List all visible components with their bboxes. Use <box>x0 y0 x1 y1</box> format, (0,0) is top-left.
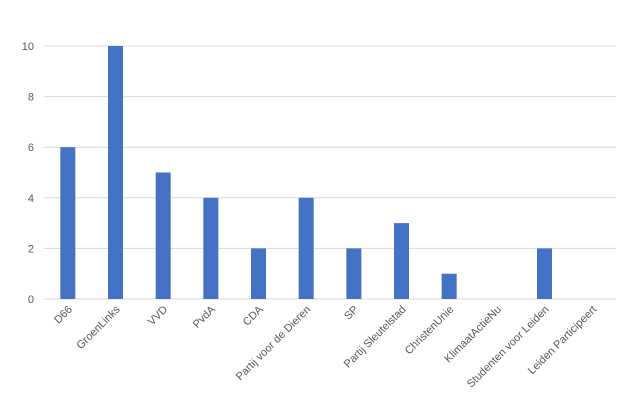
y-tick-label: 2 <box>28 243 34 255</box>
bar <box>251 248 266 299</box>
bars <box>60 46 552 299</box>
bar <box>155 172 171 299</box>
x-tick-label: GroenLinks <box>74 303 123 352</box>
y-tick-label: 6 <box>28 142 34 154</box>
x-tick-label: CDA <box>241 303 266 328</box>
y-tick-label: 4 <box>28 193 34 205</box>
gridlines <box>44 45 616 300</box>
x-tick-label: SP <box>342 304 361 323</box>
bar <box>346 248 362 299</box>
bar <box>441 273 457 299</box>
x-tick-label: VVD <box>146 304 171 329</box>
x-tick-label: ChristenUnie <box>403 304 456 357</box>
x-tick-label: Studenten voor Leiden <box>465 304 552 391</box>
bar <box>298 197 314 299</box>
bar <box>537 248 552 299</box>
x-tick-label: D66 <box>52 304 75 327</box>
bar <box>394 223 409 299</box>
bar <box>108 46 123 299</box>
x-tick-label: PvdA <box>191 303 219 331</box>
y-tick-label: 8 <box>28 92 34 104</box>
y-axis-tick-labels: 0 2 4 6 8 10 <box>22 41 34 306</box>
y-tick-label: 10 <box>22 41 34 53</box>
y-tick-label: 0 <box>28 294 34 306</box>
bar <box>60 147 76 299</box>
bar <box>203 197 219 299</box>
